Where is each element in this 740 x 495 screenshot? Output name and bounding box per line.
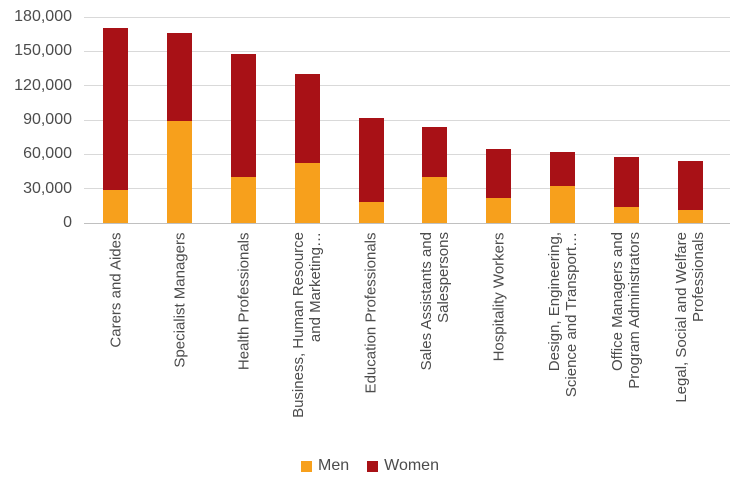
bar-segment-men — [486, 197, 512, 223]
bar-segment-men — [167, 121, 193, 223]
bar-segment-women — [422, 126, 448, 178]
x-category-label: Specialist Managers — [171, 232, 188, 452]
legend-swatch-women-icon — [367, 460, 379, 472]
legend-label: Men — [318, 457, 350, 474]
y-tick-label: 90,000 — [23, 111, 72, 128]
x-category-label: Hospitality Workers — [490, 232, 507, 452]
x-category-label-line: Business, Human Resource — [290, 232, 308, 418]
x-category-label-line: Hospitality Workers — [490, 232, 508, 361]
x-category-label-line: Sales Assistants and — [417, 232, 435, 371]
y-tick-label: 60,000 — [23, 145, 72, 163]
y-tick-label: 180,000 — [14, 8, 72, 25]
x-category-label: Office Managers and Program Administrator… — [609, 232, 643, 452]
x-category-label-line: Health Professionals — [235, 232, 252, 370]
bar-segment-men — [550, 186, 575, 223]
bar-legal-social-and-welfare-professionals — [677, 161, 703, 223]
legend-item-men: Men — [301, 457, 349, 475]
legend-item-women: Women — [367, 457, 439, 475]
y-tick-label: 150,000 — [14, 42, 72, 60]
bar-office-managers-and-program-administrators — [613, 156, 639, 223]
bar-segment-men — [358, 202, 384, 223]
x-category-label: Business, Human Resource and Marketing… — [290, 232, 324, 452]
x-category-label-line: Salespersons — [434, 232, 452, 323]
bar-segment-women — [486, 148, 512, 198]
y-tick-label: 30,000 — [23, 179, 72, 197]
x-category-label-line: Professionals — [690, 232, 708, 323]
x-category-label-line: Carers and Aides — [107, 232, 125, 348]
x-axis-line — [84, 222, 730, 224]
legend: Men Women — [0, 457, 740, 475]
x-category-label: Health Professionals — [235, 232, 252, 452]
bar-design-engineering-science-and-transport — [550, 152, 575, 223]
x-category-label: Sales Assistants and Salespersons — [418, 232, 452, 452]
bar-segment-women — [103, 28, 129, 190]
legend-swatch-men-icon — [301, 460, 313, 472]
x-category-label-line: Design, Engineering, — [545, 232, 563, 372]
bar-sales-assistants-and-salespersons — [422, 126, 448, 223]
bar-segment-women — [294, 74, 320, 164]
bar-segment-men — [231, 177, 256, 223]
x-category-label-line: and Marketing… — [307, 232, 325, 343]
bar-business-human-resource-and-marketing — [294, 74, 320, 223]
bar-segment-men — [294, 163, 320, 223]
bar-specialist-managers — [167, 33, 193, 223]
bar-carers-and-aides — [103, 28, 129, 223]
gridline — [84, 16, 730, 18]
bar-segment-women — [358, 117, 384, 203]
gridline — [84, 188, 730, 190]
bar-segment-men — [677, 210, 703, 223]
bar-segment-women — [550, 152, 575, 187]
bar-segment-women — [231, 53, 256, 178]
legend-label: Women — [384, 457, 439, 474]
x-category-label-line: Legal, Social and Welfare — [673, 232, 691, 403]
y-tick-label: 0 — [63, 214, 72, 231]
gridline — [84, 85, 730, 87]
bar-health-professionals — [231, 53, 256, 223]
gridline — [84, 119, 730, 121]
gridline — [84, 153, 730, 155]
x-category-label: Education Professionals — [363, 232, 380, 452]
x-category-label-line: Office Managers and — [609, 232, 627, 371]
bar-hospitality-workers — [486, 148, 512, 223]
bar-segment-men — [422, 177, 448, 223]
bar-segment-men — [613, 206, 639, 223]
gridline — [84, 50, 730, 52]
x-category-label-line: Program Administrators — [626, 232, 644, 389]
bar-segment-women — [167, 33, 193, 122]
x-category-label: Carers and Aides — [107, 232, 124, 452]
x-category-label: Legal, Social and Welfare Professionals — [673, 232, 707, 452]
bar-segment-women — [677, 161, 703, 211]
bar-education-professionals — [358, 117, 384, 223]
x-category-label-line: Specialist Managers — [171, 232, 189, 368]
y-tick-label: 120,000 — [14, 76, 72, 94]
x-category-label-line: Education Professionals — [362, 232, 380, 393]
bar-segment-women — [613, 156, 639, 207]
x-category-label-line: Science and Transport… — [562, 232, 580, 398]
x-category-label: Design, Engineering, Science and Transpor… — [546, 232, 580, 452]
bar-segment-men — [103, 189, 129, 223]
